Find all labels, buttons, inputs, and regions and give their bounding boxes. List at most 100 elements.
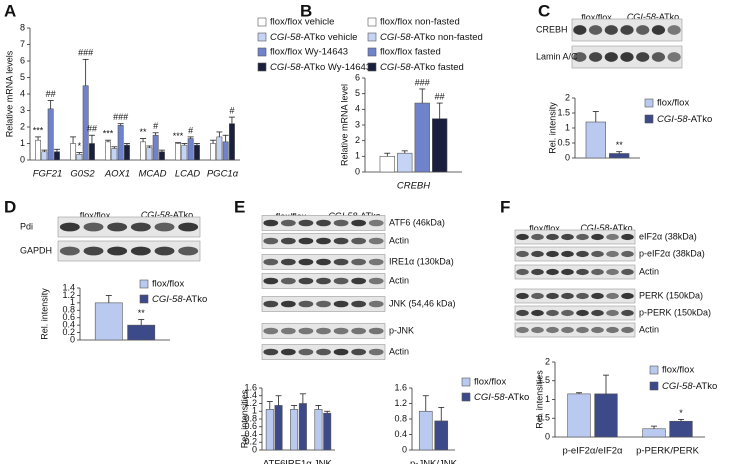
group-label: CGI-58-ATko	[580, 223, 632, 233]
blot-band	[59, 222, 80, 232]
error-bar	[76, 152, 83, 155]
blot-band	[531, 250, 544, 258]
blot-band	[316, 300, 331, 308]
y-tick-label: 1	[20, 138, 25, 148]
blot-band	[531, 309, 544, 317]
blot-band	[351, 348, 367, 356]
blot-band	[298, 258, 314, 266]
significance-mark: ##	[87, 124, 97, 134]
group-label: flox/flox	[80, 210, 111, 220]
blot-band	[604, 25, 618, 35]
blot-band	[83, 222, 104, 232]
y-tick-label: 1	[70, 297, 75, 307]
y-tick-label: 5	[355, 88, 360, 98]
legend-label: flox/flox fasted	[380, 47, 441, 58]
error-bar	[603, 374, 609, 394]
blot-band	[606, 250, 619, 258]
blot-band	[591, 268, 604, 276]
blot-strip	[57, 216, 201, 238]
blot-band	[280, 277, 296, 285]
y-tick-label: 7	[20, 39, 25, 49]
significance-mark: ###	[78, 48, 93, 58]
legend-label: flox/flox	[474, 377, 506, 388]
error-bar	[228, 116, 235, 124]
y-tick-label: 0	[545, 431, 550, 441]
error-bar	[315, 405, 322, 410]
blot-band	[621, 326, 634, 334]
blot-band	[604, 52, 618, 62]
x-tick-label: IRE1α	[285, 459, 312, 464]
y-tick-label: 0.2	[62, 327, 75, 337]
legend-label: CGI-58-ATko	[474, 392, 529, 403]
blot-band	[621, 292, 634, 300]
blot-band	[107, 246, 128, 256]
error-bar	[146, 145, 153, 148]
blot-band	[531, 268, 544, 276]
bar	[298, 403, 307, 451]
bar	[432, 118, 448, 173]
legend-swatch	[139, 294, 149, 304]
group-label: flox/flox	[529, 223, 560, 233]
y-tick-label: 4	[355, 104, 360, 114]
blot-band	[263, 237, 279, 245]
legend-label: flox/flox	[657, 98, 689, 109]
error-bar	[678, 418, 684, 422]
error-bar	[88, 134, 95, 144]
blot-band	[620, 52, 634, 62]
significance-mark: ##	[46, 89, 56, 99]
panel-letter: D	[4, 197, 16, 216]
blot-band	[368, 348, 384, 356]
bar	[642, 428, 666, 438]
blot-band	[576, 268, 589, 276]
blot-label: CREBH	[536, 24, 568, 34]
blot-label: p-PERK (150kDa)	[639, 307, 711, 317]
error-bar	[216, 131, 223, 137]
blot-band	[621, 233, 634, 241]
bar	[418, 410, 433, 451]
blot-band	[83, 246, 104, 256]
blot-band	[280, 219, 296, 227]
blot-band	[591, 292, 604, 300]
legend-swatch	[139, 279, 149, 289]
bar	[54, 151, 60, 161]
error-bar	[53, 148, 60, 152]
blot-band	[333, 327, 349, 335]
blot-band	[591, 326, 604, 334]
bar	[397, 152, 413, 173]
blot-band	[154, 246, 175, 256]
blot-band	[531, 292, 544, 300]
blot-band	[621, 268, 634, 276]
x-tick-label: FGF21	[33, 169, 63, 180]
legend-swatch	[257, 47, 267, 57]
legend-swatch	[257, 17, 267, 27]
error-bar	[187, 136, 194, 139]
blot-band	[516, 233, 529, 241]
blot-strip	[514, 288, 636, 304]
bar	[414, 102, 430, 173]
bar	[76, 153, 83, 161]
blot-band	[280, 348, 296, 356]
blot-band	[561, 326, 574, 334]
legend-label: CGI-58-ATko vehicle	[270, 32, 357, 43]
error-bar	[222, 134, 229, 142]
blot-band	[107, 222, 128, 232]
blot-label: p-eIF2α (38kDa)	[639, 248, 705, 258]
y-tick-label: 1	[545, 394, 550, 404]
significance-mark: ###	[415, 77, 430, 87]
blot-band	[280, 300, 296, 308]
blot-band	[316, 258, 331, 266]
significance-mark: **	[138, 308, 146, 318]
error-bar	[422, 395, 429, 412]
legend-label: CGI-58-ATko	[152, 294, 207, 305]
y-tick-label: 1	[355, 151, 360, 161]
significance-mark: ***	[33, 125, 44, 135]
blot-band	[561, 268, 574, 276]
error-bar	[651, 425, 657, 429]
error-bar	[158, 149, 165, 152]
x-tick-label: LCAD	[175, 169, 200, 180]
y-tick-label: 1	[565, 122, 570, 132]
blot-band	[561, 292, 574, 300]
y-tick-label: 3	[355, 119, 360, 129]
blot-band	[667, 25, 681, 35]
